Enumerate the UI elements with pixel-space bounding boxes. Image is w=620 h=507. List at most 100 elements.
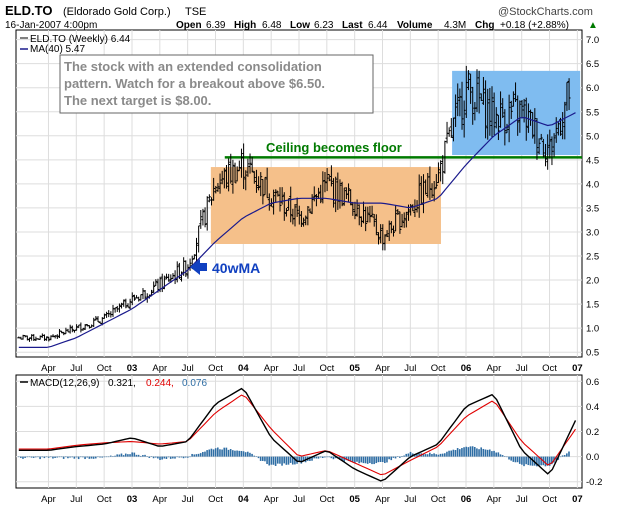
macd-hist-bar — [285, 456, 288, 465]
macd-hist-bar — [234, 450, 236, 457]
macd-hist-bar — [67, 456, 69, 459]
price-x-tick: Oct — [208, 363, 223, 374]
macd-hist-bar — [131, 452, 133, 457]
macd-x-tick: Oct — [208, 494, 223, 505]
macd-hist-bar — [225, 447, 228, 457]
macd-hist-bar — [396, 456, 399, 457]
macd-hist-bar — [257, 456, 260, 459]
macd-hist-bar — [99, 456, 101, 458]
macd-hist-bar — [401, 456, 403, 457]
macd-hist-bar — [561, 455, 564, 457]
macd-hist-bar — [71, 456, 74, 458]
company-name: (Eldorado Gold Corp.) — [63, 6, 171, 18]
macd-hist-bar — [488, 449, 491, 457]
macd-hist-bar — [563, 455, 566, 457]
macd-hist-bar — [388, 456, 390, 460]
macd-hist-bar — [486, 449, 489, 457]
macd-hist-bar — [54, 456, 56, 458]
macd-x-tick: Oct — [431, 494, 446, 505]
macd-hist-bar — [103, 456, 106, 458]
macd-hist-bar — [272, 456, 275, 465]
low-label: Low — [290, 20, 310, 31]
macd-hist-bar — [373, 456, 375, 465]
arrow-left-icon — [190, 259, 207, 275]
macd-hist-bar — [431, 454, 433, 457]
price-x-tick: 03 — [127, 363, 138, 374]
macd-hist-bar — [531, 456, 534, 466]
macd-legend: MACD(12,26,9) — [30, 378, 99, 389]
macd-hist-bar — [332, 456, 335, 460]
macd-hist-bar — [439, 453, 442, 457]
macd-hist-bar — [187, 456, 189, 458]
macd-y-tick: 0.2 — [586, 427, 599, 438]
macd-hist-bar — [568, 451, 570, 457]
price-y-tick: 2.5 — [586, 252, 599, 263]
macd-hist-bar — [144, 454, 146, 457]
macd-hist-bar — [369, 456, 371, 464]
macd-hist-bar — [501, 455, 504, 457]
macd-hist-bar — [465, 446, 468, 457]
macd-hist-bar — [279, 456, 281, 464]
macd-x-tick: Apr — [375, 494, 390, 505]
macd-hist-bar — [167, 456, 170, 458]
macd-hist-bar — [548, 456, 551, 466]
macd-hist-bar — [246, 451, 249, 457]
macd-hist-bar — [150, 456, 153, 457]
macd-hist-bar — [345, 456, 348, 461]
macd-x-tick: Oct — [97, 494, 112, 505]
macd-hist-bar — [409, 451, 412, 457]
macd-hist-bar — [223, 447, 226, 457]
macd-hist-bar — [377, 456, 380, 463]
macd-hist-bar — [58, 456, 61, 458]
macd-y-tick: 0.4 — [586, 402, 599, 413]
price-y-tick: 5.0 — [586, 131, 599, 142]
macd-hist-bar — [112, 456, 114, 457]
macd-hist-bar — [270, 456, 273, 465]
macd-hist-bar — [458, 449, 461, 457]
macd-hist-bar — [82, 456, 84, 458]
price-y-tick: 4.5 — [586, 155, 599, 166]
macd-hist-bar — [356, 456, 358, 462]
price-x-tick: Apr — [264, 363, 279, 374]
price-x-tick: Jul — [70, 363, 82, 374]
macd-x-tick: Oct — [542, 494, 557, 505]
macd-hist-bar — [264, 456, 266, 462]
macd-hist-bar — [390, 456, 393, 461]
macd-hist-bar — [546, 456, 549, 466]
macd-hist-bar — [317, 456, 320, 459]
macd-hist-bar — [384, 456, 386, 464]
price-y-tick: 7.0 — [586, 35, 599, 46]
macd-hist-bar — [362, 456, 365, 464]
macd-hist-bar — [124, 453, 127, 457]
macd-hist-bar — [75, 456, 78, 458]
price-x-tick: Oct — [431, 363, 446, 374]
macd-hist-bar — [349, 456, 352, 462]
macd-hist-bar — [161, 456, 163, 460]
macd-x-tick: Apr — [264, 494, 279, 505]
macd-hist-bar — [491, 451, 493, 457]
price-x-tick: Jul — [182, 363, 194, 374]
macd-hist-bar — [101, 456, 103, 458]
price-x-tick: Oct — [542, 363, 557, 374]
macd-hist-bar — [405, 453, 408, 457]
price-y-tick: 0.5 — [586, 348, 599, 359]
macd-hist-bar — [300, 456, 303, 464]
price-x-tick: 07 — [572, 363, 583, 374]
macd-hist-bar — [26, 456, 29, 458]
macd-hist-bar — [403, 455, 405, 457]
macd-hist-bar — [43, 456, 46, 459]
macd-hist-bar — [416, 454, 418, 457]
macd-hist-bar — [251, 453, 253, 457]
macd-hist-bar — [180, 456, 183, 458]
price-x-tick: Jul — [404, 363, 416, 374]
macd-hist-bar — [105, 456, 108, 458]
signal-value: 0.244, — [146, 378, 174, 389]
price-y-axis: 0.5 1.0 1.5 2.0 2.5 3.0 3.5 4.0 4.5 5.0 5.5 6.0 6.5 7… — [586, 35, 599, 359]
macd-hist-bar — [516, 456, 519, 463]
macd-hist-bar — [62, 456, 65, 459]
macd-hist-bar — [495, 452, 497, 457]
macd-hist-bar — [566, 453, 568, 457]
macd-hist-bar — [311, 456, 313, 461]
price-legend: ELD.TO (Weekly) 6.44 — [30, 34, 131, 45]
macd-hist-bar — [210, 448, 213, 457]
